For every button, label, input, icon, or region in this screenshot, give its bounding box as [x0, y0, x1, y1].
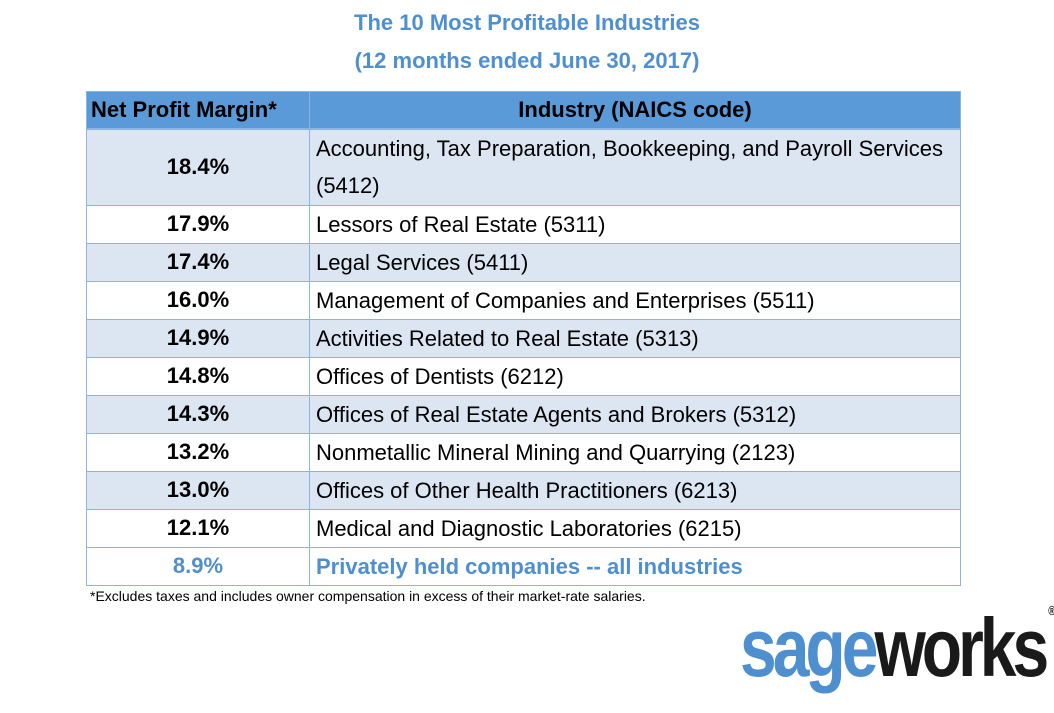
industry-cell: Nonmetallic Mineral Mining and Quarrying…	[309, 432, 961, 472]
table-header-row: Net Profit Margin* Industry (NAICS code)	[86, 91, 961, 130]
table-row: 17.4% Legal Services (5411)	[86, 242, 961, 282]
industry-cell: Activities Related to Real Estate (5313)	[309, 318, 961, 358]
margin-cell: 14.3%	[86, 394, 310, 434]
table-row: 14.8% Offices of Dentists (6212)	[86, 356, 961, 396]
margin-cell: 13.0%	[86, 470, 310, 510]
table-row: 17.9% Lessors of Real Estate (5311)	[86, 204, 961, 244]
margin-cell: 14.8%	[86, 356, 310, 396]
industry-cell: Offices of Real Estate Agents and Broker…	[309, 394, 961, 434]
page-title: The 10 Most Profitable Industries	[354, 10, 700, 35]
industry-cell: Offices of Dentists (6212)	[309, 356, 961, 396]
page-subtitle: (12 months ended June 30, 2017)	[354, 48, 700, 73]
table-row: 12.1% Medical and Diagnostic Laboratorie…	[86, 508, 961, 548]
industry-cell: Medical and Diagnostic Laboratories (621…	[309, 508, 961, 548]
table-row-total: 8.9% Privately held companies -- all ind…	[86, 546, 961, 586]
sageworks-logo: sageworks®	[740, 605, 1054, 688]
header-industry: Industry (NAICS code)	[309, 91, 961, 130]
table-row: 13.2% Nonmetallic Mineral Mining and Qua…	[86, 432, 961, 472]
logo-part-sage: sage	[740, 601, 878, 694]
table-row: 18.4% Accounting, Tax Preparation, Bookk…	[86, 128, 961, 206]
margin-cell: 12.1%	[86, 508, 310, 548]
industry-cell: Offices of Other Health Practitioners (6…	[309, 470, 961, 510]
footnote: *Excludes taxes and includes owner compe…	[90, 588, 646, 604]
margin-cell: 13.2%	[86, 432, 310, 472]
margin-cell: 17.9%	[86, 204, 310, 244]
margin-cell: 16.0%	[86, 280, 310, 320]
industry-cell-total: Privately held companies -- all industri…	[309, 546, 961, 586]
header-net-profit-margin: Net Profit Margin*	[86, 91, 310, 130]
table-row: 14.9% Activities Related to Real Estate …	[86, 318, 961, 358]
profitability-table: Net Profit Margin* Industry (NAICS code)…	[86, 91, 961, 586]
industry-cell: Accounting, Tax Preparation, Bookkeeping…	[309, 128, 961, 206]
industry-cell: Lessors of Real Estate (5311)	[309, 204, 961, 244]
margin-cell: 18.4%	[86, 128, 310, 206]
industry-cell: Legal Services (5411)	[309, 242, 961, 282]
registered-mark: ®	[1048, 605, 1054, 619]
margin-cell: 14.9%	[86, 318, 310, 358]
margin-cell-total: 8.9%	[86, 546, 310, 586]
industry-cell: Management of Companies and Enterprises …	[309, 280, 961, 320]
table-row: 16.0% Management of Companies and Enterp…	[86, 280, 961, 320]
table-row: 14.3% Offices of Real Estate Agents and …	[86, 394, 961, 434]
logo-part-works: works	[874, 601, 1049, 694]
table-row: 13.0% Offices of Other Health Practition…	[86, 470, 961, 510]
margin-cell: 17.4%	[86, 242, 310, 282]
